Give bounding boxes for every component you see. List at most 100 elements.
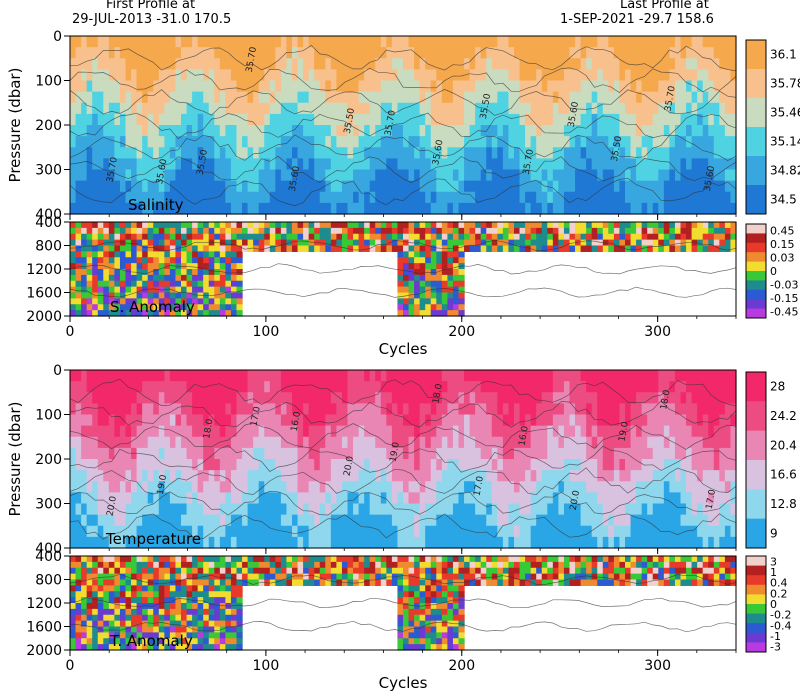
contour-label: 35.70 [663, 85, 677, 112]
field-cell [430, 169, 437, 182]
field-cell [203, 233, 210, 241]
field-cell [230, 245, 238, 252]
field-cell [158, 251, 165, 258]
field-cell [353, 227, 360, 235]
field-cell [75, 69, 82, 82]
field-cell [486, 514, 493, 527]
field-cell [469, 169, 476, 182]
field-cell [197, 113, 204, 126]
field-cell [452, 425, 460, 438]
field-cell [325, 80, 332, 93]
field-cell [347, 125, 354, 137]
field-cell [336, 233, 343, 241]
field-cell [158, 481, 165, 493]
field-cell [519, 239, 526, 247]
field-cell [514, 525, 521, 538]
field-cell [225, 304, 232, 311]
field-cell [547, 447, 554, 460]
field-cell [702, 492, 709, 505]
field-cell [214, 492, 221, 505]
field-cell [319, 113, 326, 126]
field-cell [669, 58, 676, 70]
field-cell [414, 536, 421, 549]
field-cell [242, 245, 249, 252]
field-cell [153, 292, 160, 299]
field-cell [358, 403, 365, 416]
field-cell [330, 425, 337, 438]
field-cell [86, 514, 93, 527]
field-cell [469, 392, 476, 404]
field-cell [369, 169, 376, 182]
field-cell [347, 245, 354, 252]
field-cell [641, 222, 648, 229]
field-cell [186, 58, 193, 70]
field-cell [414, 69, 421, 82]
field-cell [330, 514, 337, 527]
field-cell [541, 514, 548, 527]
field-cell [330, 169, 337, 182]
field-cell [369, 239, 376, 247]
field-cell [602, 392, 609, 404]
field-cell [530, 136, 537, 148]
field-cell [641, 503, 648, 516]
field-cell [708, 514, 715, 527]
field-cell [175, 470, 182, 482]
field-cell [602, 403, 609, 416]
field-cell [303, 125, 310, 137]
field-cell [286, 80, 293, 93]
field-cell [636, 147, 643, 159]
field-cell [75, 227, 82, 235]
field-cell [680, 113, 687, 126]
field-cell [414, 125, 421, 137]
field-cell [236, 481, 243, 493]
field-cell [597, 36, 604, 48]
field-cell [391, 180, 399, 193]
field-cell [730, 191, 737, 204]
field-cell [103, 381, 110, 393]
field-cell [458, 392, 465, 404]
field-cell [280, 191, 288, 204]
field-cell [552, 102, 559, 115]
field-cell [591, 536, 598, 549]
field-cell [430, 286, 437, 294]
field-cell [247, 158, 254, 171]
field-cell [414, 381, 421, 393]
field-cell [541, 169, 548, 182]
field-cell [358, 191, 365, 204]
field-cell [219, 292, 226, 299]
field-cell [103, 425, 110, 438]
field-cell [541, 392, 548, 404]
field-cell [119, 292, 127, 299]
field-cell [186, 310, 193, 317]
field-cell [175, 269, 182, 276]
field-cell [519, 514, 526, 527]
field-cell [75, 245, 82, 252]
field-cell [475, 536, 482, 549]
field-cell [186, 392, 193, 404]
field-cell [658, 392, 665, 404]
field-cell [414, 47, 421, 59]
field-cell [691, 381, 698, 393]
field-cell [414, 470, 421, 482]
field-cell [158, 169, 165, 182]
field-cell [242, 381, 249, 393]
field-cell [181, 180, 188, 193]
field-cell [491, 227, 498, 235]
field-cell [491, 514, 498, 527]
field-cell [230, 263, 238, 270]
field-cell [181, 233, 188, 241]
field-cell [147, 392, 154, 404]
contour-line [69, 286, 737, 298]
field-cell [436, 263, 443, 270]
field-cell [536, 80, 543, 93]
field-cell [175, 239, 182, 247]
field-cell [547, 36, 554, 48]
field-cell [441, 239, 448, 247]
field-cell [480, 158, 487, 171]
field-cell [214, 113, 221, 126]
field-cell [258, 69, 265, 82]
field-cell [525, 447, 532, 460]
field-cell [97, 447, 104, 460]
field-cell [125, 269, 132, 276]
field-cell [125, 536, 132, 549]
